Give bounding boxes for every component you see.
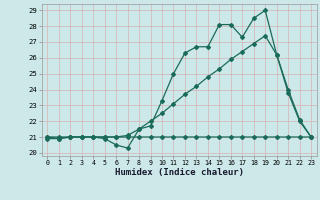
X-axis label: Humidex (Indice chaleur): Humidex (Indice chaleur)	[115, 168, 244, 177]
